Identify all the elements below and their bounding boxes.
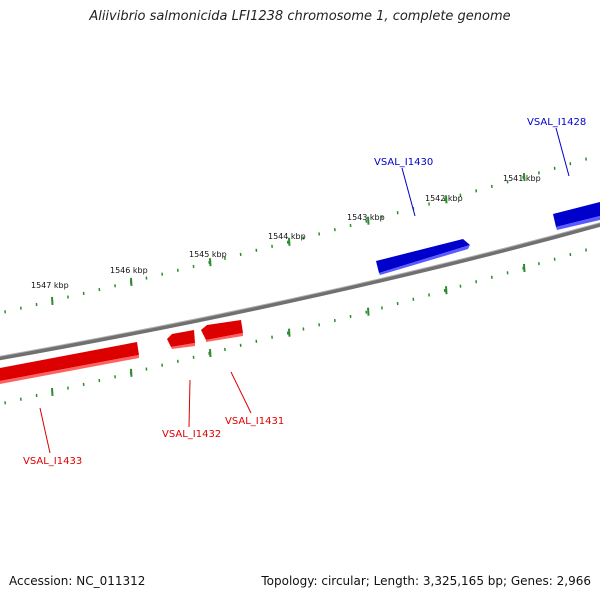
inner-ring-major-tick <box>209 349 212 358</box>
leader-vsal-i1432 <box>188 379 191 428</box>
gene-label-vsal-i1431[interactable]: VSAL_I1431 <box>225 416 284 427</box>
genome-backbone <box>0 222 600 361</box>
leader-vsal-i1430 <box>401 167 416 217</box>
genome-backbone-highlight <box>0 222 600 357</box>
outer-ring-major-tick <box>51 296 54 305</box>
kbp-label-1544: 1544 kbp <box>268 232 306 241</box>
kbp-label-1542: 1542 kbp <box>425 194 463 203</box>
accession-text: Accession: NC_011312 <box>9 574 146 588</box>
inner-ring-major-tick <box>51 387 54 396</box>
outer-tick-ring <box>4 157 587 314</box>
map-title: Aliivibrio salmonicida LFI1238 chromosom… <box>89 9 511 24</box>
gene-label-vsal-i1432[interactable]: VSAL_I1432 <box>162 429 221 440</box>
outer-ring-major-tick <box>130 277 133 286</box>
gene-label-vsal-i1433[interactable]: VSAL_I1433 <box>23 456 82 467</box>
gene-vsal-i1432-arrow[interactable] <box>167 330 195 349</box>
gene-label-vsal-i1428[interactable]: VSAL_I1428 <box>527 117 586 128</box>
leader-vsal-i1431 <box>230 371 252 414</box>
inner-ring-major-tick <box>445 286 448 295</box>
inner-ring-major-tick <box>523 263 526 273</box>
gene-vsal-i1433-arrow[interactable] <box>0 342 139 384</box>
kbp-label-1546: 1546 kbp <box>110 266 148 275</box>
inner-ring-major-tick <box>367 307 370 316</box>
kbp-label-1543: 1543 kbp <box>347 213 385 222</box>
kbp-label-1545: 1545 kbp <box>189 250 227 259</box>
gene-vsal-i1431-arrow[interactable] <box>201 320 243 342</box>
outer-ring-major-tick <box>209 258 212 267</box>
leader-vsal-i1433 <box>39 407 51 454</box>
outer-ring-major-tick <box>445 195 448 204</box>
outer-ring-major-tick <box>367 216 370 225</box>
kbp-label-1541: 1541 kbp <box>503 174 541 183</box>
inner-tick-ring <box>4 248 587 405</box>
gene-vsal-i1428-arrow[interactable] <box>553 202 600 230</box>
outer-ring-major-tick <box>523 173 526 182</box>
kbp-label-1547: 1547 kbp <box>31 281 69 290</box>
genome-summary-text: Topology: circular; Length: 3,325,165 bp… <box>261 574 591 588</box>
gene-vsal-i1430-arrow[interactable] <box>376 239 470 275</box>
inner-ring-major-tick <box>288 328 291 337</box>
leader-vsal-i1428 <box>555 127 570 177</box>
gene-label-vsal-i1430[interactable]: VSAL_I1430 <box>374 157 433 168</box>
outer-ring-major-tick <box>288 237 291 246</box>
inner-ring-major-tick <box>130 368 133 377</box>
